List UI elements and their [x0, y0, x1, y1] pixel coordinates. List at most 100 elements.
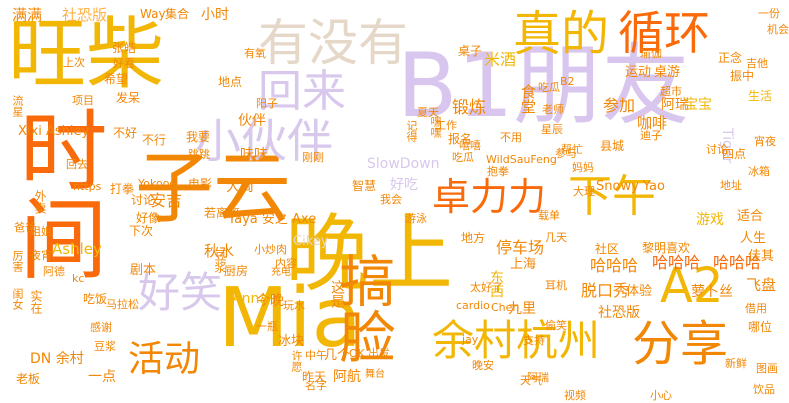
word-cloud-word: 马拉松 [106, 298, 139, 311]
word-cloud-word: 今晚 [256, 293, 284, 309]
word-cloud-word: 社恐版 [598, 305, 640, 321]
word-cloud-word: 载单 [538, 209, 560, 222]
word-cloud-word: 出发 [368, 347, 390, 360]
word-cloud-word: 中午 [305, 349, 327, 362]
word-cloud-word: 几天 [545, 231, 567, 244]
word-cloud-word: 若离离 [204, 206, 241, 220]
word-cloud-word: 张皓 [112, 41, 137, 55]
word-cloud-word: 县城 [600, 139, 625, 153]
word-cloud-word: 搞脸 [330, 252, 395, 364]
word-cloud-word: 超市 [660, 85, 682, 98]
word-cloud-word: 大周 [226, 179, 254, 195]
word-cloud-word: OK [349, 347, 365, 360]
word-cloud-word: 有没有 [258, 14, 408, 72]
word-cloud-word: 帮忙 [561, 143, 583, 156]
word-cloud-word: 天气 [520, 374, 542, 387]
word-cloud-word: 子云 [135, 144, 292, 234]
word-cloud-word: 夏天 [417, 106, 439, 119]
word-cloud-word: 阿德 [43, 265, 65, 278]
word-cloud-word: 许愿 [290, 350, 303, 372]
word-cloud-word: 支持 [523, 334, 545, 347]
word-cloud-word: 充电 [271, 267, 291, 278]
word-cloud-word: 跳跳 [188, 148, 210, 161]
word-cloud-word: 太好了 [470, 281, 503, 294]
word-cloud-word: 夜宵 [30, 249, 52, 262]
word-cloud-word: 名字 [305, 379, 327, 392]
word-cloud-word: 黎明喜欢 [642, 241, 691, 255]
word-cloud-word: WildSauFeng [486, 153, 557, 166]
word-cloud-word: 社区 [595, 242, 620, 256]
word-cloud-word: 桌游 [654, 65, 681, 80]
word-cloud-word: 希望 [104, 72, 129, 86]
word-cloud-word: 老师 [542, 103, 564, 116]
word-cloud-word: 桌子 [458, 44, 483, 58]
word-cloud-word: 适合 [737, 209, 764, 224]
word-cloud-word: Snowy Yao [596, 179, 665, 194]
word-cloud-word: 冰箱 [748, 165, 770, 178]
word-cloud-word: 活动 [128, 339, 201, 380]
word-cloud-word: 爸爸 [14, 221, 36, 234]
word-cloud-word: jay [462, 333, 479, 346]
word-cloud-word: 有氧 [244, 47, 266, 60]
word-cloud-word: B2 [560, 75, 575, 88]
word-cloud-word: Tiger [719, 128, 735, 164]
word-cloud-word: 哈哈哈 [590, 256, 639, 275]
word-cloud-word: 卓力力 [432, 175, 547, 219]
word-cloud-word: 体验 [626, 284, 653, 299]
word-cloud-word: 九里 [508, 301, 536, 317]
word-cloud-word: 抱拳 [487, 165, 509, 178]
word-cloud-word: 下次 [129, 224, 154, 238]
word-cloud-word: 项目 [72, 94, 94, 107]
word-cloud-word: 一点 [88, 369, 116, 385]
word-cloud-word: Yaya 安之 Axe [228, 212, 317, 227]
word-cloud-word: 实在 [29, 290, 43, 314]
word-cloud-word: 人生 [740, 231, 767, 246]
word-cloud-word: 瑜伽 [640, 47, 662, 60]
word-cloud-word: 记得 [405, 120, 418, 142]
word-cloud-word: 不用 [500, 131, 522, 144]
word-cloud-word: 满满 [12, 6, 43, 24]
word-cloud-word: 游戏 [696, 212, 724, 228]
word-cloud-word: 飞盘 [746, 276, 777, 294]
word-cloud-word: 内容 [275, 257, 297, 270]
word-cloud-word: 参加 [603, 96, 636, 115]
word-cloud-word: 宝宝 [684, 97, 712, 113]
word-cloud-word: 厉害 [11, 250, 24, 272]
word-cloud-word: 东西 [488, 270, 504, 298]
word-cloud-word: Mia [218, 271, 362, 366]
word-cloud-word: 报名 [448, 132, 473, 146]
word-cloud-word: 地点 [218, 75, 243, 89]
word-cloud-word: 姐姐 [30, 225, 52, 238]
word-cloud-word: 豆浆 [213, 249, 227, 273]
word-cloud-word: 哪位 [748, 320, 773, 334]
word-cloud-word: 讨论 [131, 193, 156, 207]
word-cloud-word: 旺柴 [8, 10, 165, 100]
word-cloud-word: 食堂 [519, 84, 537, 114]
word-cloud-word: 晚安 [472, 359, 494, 372]
word-cloud-word: https [73, 180, 102, 193]
word-cloud-word: 工作 [435, 119, 457, 132]
word-cloud-word: Ashley [52, 240, 102, 258]
word-cloud-word: 嘿嘿 [429, 116, 442, 138]
word-cloud-word: 集合 [165, 7, 190, 21]
word-cloud-word: 循环 [618, 6, 710, 60]
word-cloud-word: 上海 [510, 257, 537, 272]
word-cloud-word: Cikey [293, 234, 329, 249]
word-cloud-word: 偷笑 [545, 319, 567, 332]
word-cloud-word: 米酒 [484, 50, 517, 69]
word-cloud-word: 这是 [329, 280, 345, 308]
word-cloud-word: 一瓶 [256, 320, 278, 333]
word-cloud-word: 机会 [767, 23, 789, 36]
word-cloud-word: 游泳 [405, 212, 427, 225]
word-cloud-word: 借用 [745, 302, 767, 315]
word-cloud-word: 我会 [380, 193, 402, 206]
word-cloud-word: 吃饭 [83, 292, 108, 306]
word-cloud-word: 脱口秀 [581, 281, 630, 300]
word-cloud-word: 锻炼 [452, 98, 486, 118]
word-cloud-word: 小炒肉 [254, 243, 287, 256]
word-cloud-word: 好看 [113, 57, 135, 70]
word-cloud-word: 参与 [555, 147, 577, 160]
word-cloud-word: 宵夜 [754, 135, 776, 148]
word-cloud-word: Way [140, 7, 166, 21]
